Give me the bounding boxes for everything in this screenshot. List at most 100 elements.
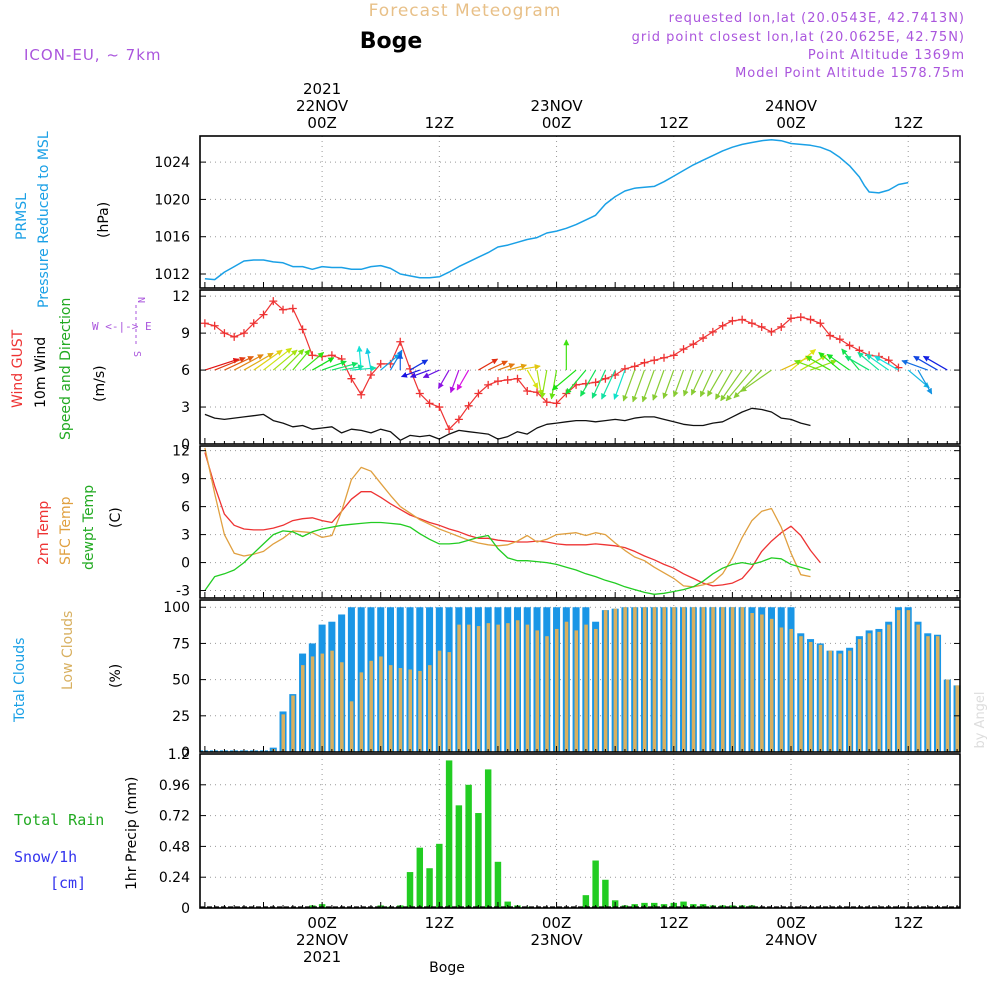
rain-bar [416, 847, 424, 908]
low-cloud-bar [857, 639, 862, 752]
bottom-time-label: 00Z [307, 914, 336, 932]
y-tick-label: 50 [172, 673, 190, 689]
wind-arrow [351, 365, 377, 372]
low-cloud-bar [467, 624, 471, 752]
requested-coords: requested lon,lat (20.0543E, 42.7413N) [669, 11, 965, 26]
gust-marker [699, 334, 708, 343]
low-cloud-bar [506, 623, 510, 752]
gust-marker [552, 399, 561, 408]
low-cloud-bar [613, 608, 618, 752]
wind-unit: (m/s) [92, 365, 108, 402]
top-time-label: 00Z [307, 114, 336, 132]
gust-marker [396, 337, 405, 346]
snow-label: Snow/1h [14, 848, 77, 866]
wind-arrow [253, 349, 283, 371]
gust-marker [435, 403, 444, 412]
wind-arrow [507, 363, 528, 371]
wind-arrow [917, 369, 933, 395]
y-tick-label: 6 [181, 500, 190, 516]
y-tick-label: 100 [163, 600, 190, 616]
wind-arrow [874, 355, 899, 371]
low-cloud-bar [662, 607, 666, 752]
bottom-time-label: 00Z [542, 914, 571, 932]
total-rain-label: Total Rain [14, 811, 104, 829]
low-cloud-bar [730, 607, 735, 752]
y-tick-label: 0 [181, 556, 190, 572]
low-cloud-bar [828, 650, 833, 752]
bottom-time-label: 24NOV [765, 931, 818, 949]
low-cloud-bar [428, 665, 432, 752]
low-cloud-bar [291, 695, 295, 752]
gust-marker [239, 329, 248, 338]
gust-marker [269, 297, 278, 306]
model-label: ICON-EU, ~ 7km [24, 46, 162, 64]
gust-marker [884, 356, 893, 365]
low-cloud-bar [867, 633, 872, 752]
wind-arrow [714, 369, 733, 400]
wind-arrow [551, 369, 577, 391]
wind-arrow [682, 369, 694, 397]
gust-marker [288, 304, 297, 313]
y-tick-label: 75 [172, 636, 190, 652]
low-cloud-bar [359, 672, 364, 752]
low-cloud-bar [457, 624, 461, 752]
rain-bar [494, 861, 502, 908]
low-cloud-bar [935, 636, 940, 752]
point-altitude: Point Altitude 1369m [808, 48, 965, 63]
wind-arrow [356, 345, 363, 371]
gust-marker [503, 375, 512, 384]
low-cloud-bar [916, 624, 920, 752]
low-cloud-bar [408, 669, 412, 752]
y-tick-label: 6 [181, 363, 190, 379]
low-cloud-bar [369, 660, 373, 752]
low-cloud-bar [711, 607, 715, 752]
wind-arrow [312, 357, 335, 371]
wind-arrow [292, 349, 311, 371]
wind-arrow [733, 369, 763, 399]
sfc-temp-label: SFC Temp [58, 496, 74, 565]
low-cloud-bar [642, 607, 647, 752]
low-cloud-bar [681, 607, 686, 752]
wind-arrow [204, 357, 240, 371]
y-tick-label: 25 [172, 709, 190, 725]
low-cloud-bar [525, 624, 530, 752]
compass-north: N [135, 297, 146, 303]
low-cloud-bar [281, 714, 285, 752]
snow-unit: [cm] [50, 874, 86, 892]
gust-marker [679, 345, 688, 354]
panel-frame [199, 289, 961, 445]
wind10m-line [204, 407, 811, 441]
dewpt-label: dewpt Temp [81, 485, 97, 570]
rain-bar [436, 843, 443, 908]
bottom-time-label: 00Z [776, 914, 805, 932]
wind-arrow [720, 369, 743, 402]
pressure-label: Pressure Reduced to MSL [36, 131, 52, 308]
low-cloud-bar [340, 662, 344, 752]
low-cloud-bar [379, 656, 383, 752]
wind-arrow [456, 369, 470, 391]
gust-marker [425, 399, 434, 408]
low-cloud-bar [877, 631, 881, 752]
wind-arrow [740, 369, 772, 393]
gust-marker [474, 389, 483, 398]
wind-arrow [790, 349, 816, 371]
clouds-unit: (%) [108, 664, 124, 688]
bottom-time-label: 12Z [659, 914, 688, 932]
panel-frame [199, 135, 961, 289]
model-altitude: Model Point Altitude 1578.75m [735, 66, 965, 81]
wind-arrow [690, 369, 704, 396]
gust-marker [200, 319, 209, 328]
gust-marker [708, 327, 717, 336]
wind-arrow [409, 359, 429, 371]
y-tick-label: 1024 [154, 155, 190, 171]
bottom-time-label: 23NOV [530, 931, 583, 949]
temp2m-line [204, 452, 821, 587]
low-cloud-bar [945, 679, 950, 752]
low-cloud-bar [486, 623, 491, 752]
gust-marker [484, 380, 493, 389]
wind-arrow [793, 359, 821, 371]
bottom-time-label: 22NOV [296, 931, 349, 949]
wind-arrow [907, 369, 930, 389]
top-time-label: 12Z [659, 114, 688, 132]
